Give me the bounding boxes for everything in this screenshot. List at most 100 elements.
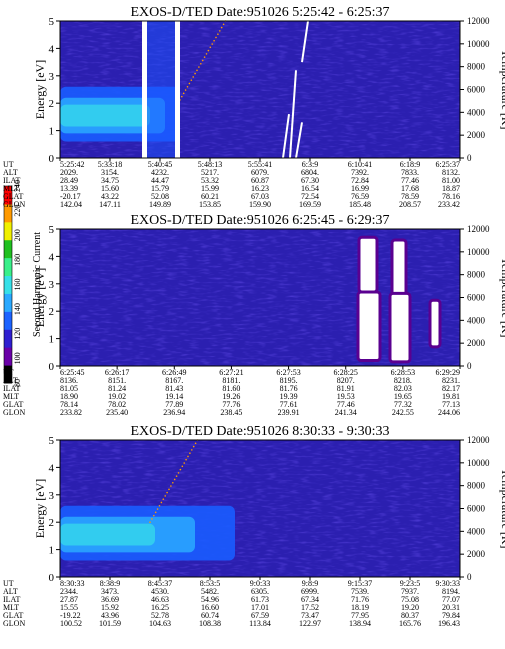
row-value: 235.40 xyxy=(106,408,128,417)
row-value: 19.14 xyxy=(165,392,183,401)
row-value: 28.49 xyxy=(60,176,78,185)
row-label: GLAT xyxy=(3,192,24,201)
dispersion-dot xyxy=(207,49,210,52)
row-value: 6:28:53 xyxy=(391,368,415,377)
y2-tick-label: 8000 xyxy=(467,481,486,491)
dispersion-dot xyxy=(194,442,197,445)
dispersion-dot xyxy=(186,85,189,88)
dispersion-dot xyxy=(205,53,208,55)
row-value: 7833. xyxy=(401,168,419,177)
dispersion-dot xyxy=(183,462,185,464)
row-value: 17.68 xyxy=(401,184,419,193)
row-label: GLAT xyxy=(3,400,24,409)
dispersion-dot xyxy=(175,475,178,477)
row-label: UT xyxy=(3,579,14,588)
colorbar-tick-label: 240 xyxy=(13,180,22,192)
dispersion-dot xyxy=(181,95,183,98)
row-value: 82.03 xyxy=(394,384,412,393)
data-gap xyxy=(175,21,180,158)
colorbar-segment xyxy=(4,329,12,348)
colorbar-tick-label: 220 xyxy=(13,205,22,217)
y2-tick-label: 10000 xyxy=(467,458,490,468)
panel-title: EXOS-D/TED Date:951026 8:30:33 - 9:30:33 xyxy=(131,424,390,439)
y-tick-label: 4 xyxy=(49,43,55,55)
y-tick-label: 0 xyxy=(49,361,55,373)
row-label: ALT xyxy=(3,587,18,596)
row-value: 72.84 xyxy=(351,176,369,185)
row-value: 77.61 xyxy=(280,400,298,409)
colorbar-segment xyxy=(4,293,12,312)
row-value: 18.87 xyxy=(442,184,460,193)
row-label: GLON xyxy=(3,619,25,628)
row-value: 9:30:33 xyxy=(436,579,460,588)
row-value: 81.60 xyxy=(222,384,240,393)
row-value: 5217. xyxy=(201,168,219,177)
y2-tick-label: 6000 xyxy=(467,504,486,514)
colorbar-tick-label: 80 xyxy=(13,379,22,387)
row-value: 53.32 xyxy=(201,176,219,185)
y2-tick-label: 2000 xyxy=(467,130,486,140)
row-value: 81.43 xyxy=(165,384,183,393)
row-value: -20.17 xyxy=(60,192,81,201)
y-tick-label: 0 xyxy=(49,153,55,165)
row-value: 8218. xyxy=(394,376,412,385)
row-value: 165.76 xyxy=(399,619,421,628)
y-tick-label: 3 xyxy=(49,71,55,83)
colorbar-label: Second Harmonic Current xyxy=(32,232,43,337)
y-tick-label: 0 xyxy=(49,572,55,584)
row-value: 169.59 xyxy=(299,200,321,209)
row-value: 34.75 xyxy=(101,176,119,185)
row-value: 6:10:41 xyxy=(348,160,372,169)
dispersion-dot xyxy=(149,521,151,523)
row-value: 18.90 xyxy=(60,392,78,401)
row-value: 242.55 xyxy=(392,408,414,417)
row-value: 8231. xyxy=(442,376,460,385)
y2-tick-label: 4000 xyxy=(467,107,486,117)
row-value: 19.81 xyxy=(442,392,460,401)
spike xyxy=(301,20,309,63)
row-value: 52.08 xyxy=(151,192,169,201)
row-value: 78.02 xyxy=(108,400,126,409)
data-gap xyxy=(356,290,382,363)
row-label: UT xyxy=(3,160,14,169)
dispersion-dot xyxy=(182,92,185,95)
dispersion-dot xyxy=(219,30,221,32)
row-value: 2344. xyxy=(60,587,78,596)
row-value: 6:25:37 xyxy=(436,160,460,169)
colorbar-tick-label: 100 xyxy=(13,352,22,364)
row-value: 46.63 xyxy=(151,595,169,604)
row-value: 61.73 xyxy=(251,595,269,604)
row-value: 72.54 xyxy=(301,192,319,201)
row-label: GLON xyxy=(3,200,25,209)
row-value: 236.94 xyxy=(163,408,185,417)
row-label: ALT xyxy=(3,168,18,177)
row-value: -19.22 xyxy=(60,611,81,620)
row-value: 16.25 xyxy=(151,603,169,612)
ion-band xyxy=(60,523,155,546)
y-axis-label: Energy [eV] xyxy=(33,479,47,538)
colorbar-segment xyxy=(4,221,12,241)
y-tick-label: 2 xyxy=(49,517,55,529)
spike xyxy=(282,114,290,159)
y-tick-label: 4 xyxy=(49,251,55,263)
dispersion-dot xyxy=(203,56,206,58)
row-value: 67.30 xyxy=(301,176,319,185)
dispersion-dot xyxy=(192,445,195,448)
data-gap xyxy=(142,21,147,158)
y-tick-label: 5 xyxy=(49,224,55,236)
row-value: 17.01 xyxy=(251,603,269,612)
y2-axis-label: Temperature [K] xyxy=(499,49,505,129)
row-value: 71.76 xyxy=(351,595,369,604)
row-value: 104.63 xyxy=(149,619,171,628)
row-value: 81.05 xyxy=(60,384,78,393)
row-value: 76.59 xyxy=(351,192,369,201)
dispersion-dot xyxy=(153,514,155,517)
row-label: MLT xyxy=(3,392,19,401)
row-value: 81.00 xyxy=(442,176,460,185)
burst-region xyxy=(147,21,175,158)
dispersion-dot xyxy=(154,511,157,514)
row-value: 185.48 xyxy=(349,200,371,209)
colorbar-segment xyxy=(4,186,12,205)
y2-tick-label: 0 xyxy=(467,361,472,371)
row-value: 5:33:18 xyxy=(98,160,122,169)
